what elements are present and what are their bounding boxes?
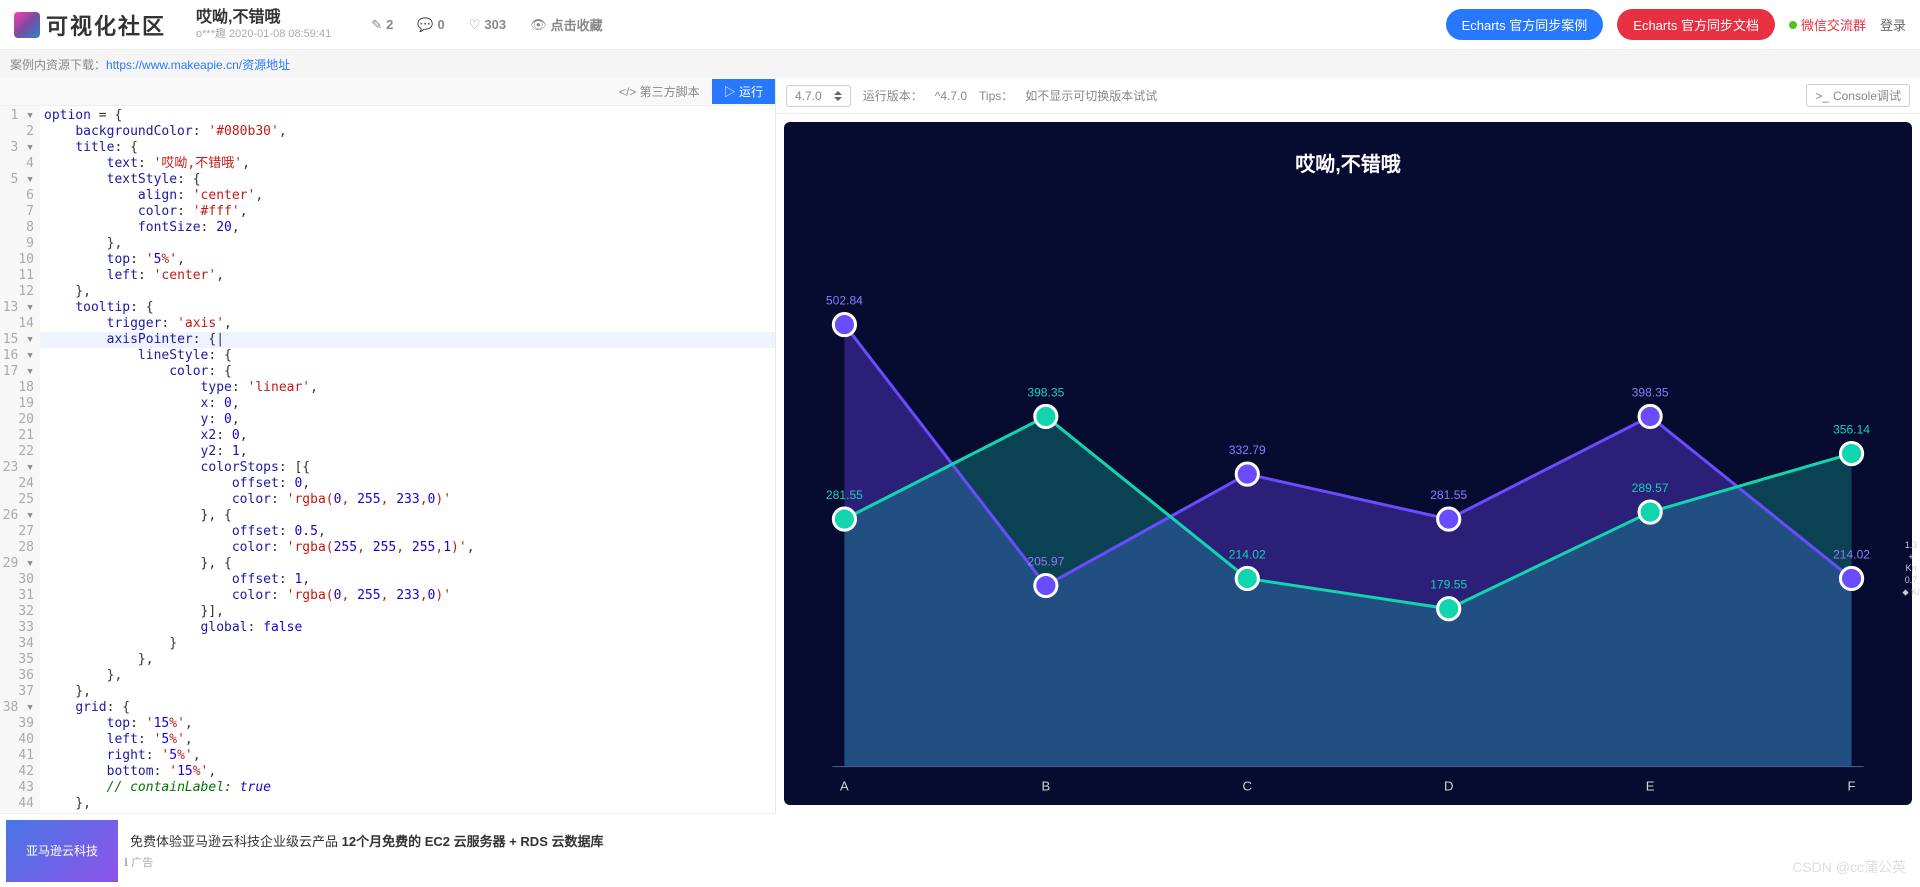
download-label: 案例内资源下载： (10, 56, 106, 73)
svg-text:B: B (1041, 779, 1050, 794)
stats-bar: ✎ 2 💬 0 ♡ 303 👁 点击收藏 (371, 15, 602, 34)
svg-text:502.84: 502.84 (826, 293, 863, 307)
stat-fav[interactable]: 👁 点击收藏 (530, 15, 603, 34)
title-block: 哎呦,不错哦 o***趣 2020-01-08 08:59:41 (196, 8, 331, 40)
svg-text:332.79: 332.79 (1229, 443, 1266, 457)
tips: 如不显示可切换版本试试 (1025, 87, 1157, 104)
editor-toolbar: </> 第三方脚本 ▷ 运行 (0, 78, 775, 106)
svg-text:D: D (1444, 779, 1453, 794)
svg-text:C: C (1243, 779, 1252, 794)
svg-text:214.02: 214.02 (1229, 547, 1266, 561)
right-pane: 4.7.0 运行版本： ^4.7.0 Tips： 如不显示可切换版本试试 >_Con… (776, 78, 1920, 813)
svg-text:281.55: 281.55 (826, 488, 863, 502)
page-meta: o***趣 2020-01-08 08:59:41 (196, 28, 331, 41)
ad-tag: ℹ 广告 (124, 854, 603, 870)
tips-label: Tips： (979, 87, 1013, 104)
run-button[interactable]: ▷ 运行 (712, 79, 775, 104)
svg-text:F: F (1848, 779, 1856, 794)
ad-body: 免费体验亚马逊云科技企业级云产品 12个月免费的 EC2 云服务器 + RDS … (124, 831, 603, 870)
header-right: Echarts 官方同步案例 Echarts 官方同步文档 微信交流群 登录 (1446, 9, 1906, 40)
svg-text:A: A (840, 779, 849, 794)
svg-text:205.97: 205.97 (1027, 554, 1064, 568)
left-pane: </> 第三方脚本 ▷ 运行 1 ▾23 ▾45 ▾678910111213 ▾… (0, 78, 776, 813)
svg-text:281.55: 281.55 (1430, 488, 1467, 502)
console-icon: >_ (1815, 89, 1829, 103)
code-area[interactable]: option = { backgroundColor: '#080b30', t… (40, 106, 775, 813)
chart: 哎呦,不错哦 502.84205.97332.79281.55398.35214… (784, 122, 1912, 805)
docs-button[interactable]: Echarts 官方同步文档 (1617, 9, 1775, 40)
stat-likes[interactable]: ♡ 303 (469, 15, 506, 34)
svg-text:398.35: 398.35 (1632, 385, 1669, 399)
run-ver-label: 运行版本： (863, 87, 923, 104)
svg-text:179.55: 179.55 (1430, 578, 1467, 592)
version-select[interactable]: 4.7.0 (786, 85, 851, 107)
login-link[interactable]: 登录 (1880, 15, 1906, 34)
run-ver: ^4.7.0 (935, 89, 967, 103)
page-title: 哎呦,不错哦 (196, 8, 331, 27)
ad-text: 免费体验亚马逊云科技企业级云产品 12个月免费的 EC2 云服务器 + RDS … (124, 831, 603, 850)
svg-text:E: E (1646, 779, 1655, 794)
ad-image: 亚马逊云科技 (6, 820, 118, 882)
status-dot-icon (1789, 21, 1797, 29)
logo[interactable]: 可视化社区 (14, 9, 166, 41)
ad-banner[interactable]: 亚马逊云科技 免费体验亚马逊云科技企业级云产品 12个月免费的 EC2 云服务器… (0, 813, 776, 887)
wechat-link[interactable]: 微信交流群 (1789, 15, 1866, 34)
download-link[interactable]: https://www.makeapie.cn/资源地址 (106, 56, 290, 73)
code-editor[interactable]: 1 ▾23 ▾45 ▾678910111213 ▾1415 ▾16 ▾17 ▾1… (0, 106, 775, 813)
console-button[interactable]: >_Console调试 (1806, 84, 1910, 107)
subheader: 案例内资源下载： https://www.makeapie.cn/资源地址 (0, 50, 1920, 78)
stat-comments[interactable]: 💬 0 (417, 15, 444, 34)
header: 可视化社区 哎呦,不错哦 o***趣 2020-01-08 08:59:41 ✎… (0, 0, 1920, 50)
side-strip: 1.3+ Kn0.7⬥ K/ (1902, 540, 1920, 598)
chart-svg: 502.84 205.97 332.79 281.55 398.35 214.02 281.… (784, 122, 1912, 805)
main: </> 第三方脚本 ▷ 运行 1 ▾23 ▾45 ▾678910111213 ▾… (0, 78, 1920, 813)
stat-edits[interactable]: ✎ 2 (371, 15, 393, 34)
third-party-button[interactable]: </> 第三方脚本 (607, 83, 712, 100)
logo-text: 可视化社区 (46, 9, 166, 41)
svg-text:289.57: 289.57 (1632, 481, 1669, 495)
svg-text:398.35: 398.35 (1027, 385, 1064, 399)
preview-toolbar: 4.7.0 运行版本： ^4.7.0 Tips： 如不显示可切换版本试试 >_Con… (776, 78, 1920, 114)
gutter: 1 ▾23 ▾45 ▾678910111213 ▾1415 ▾16 ▾17 ▾1… (0, 106, 40, 813)
svg-text:356.14: 356.14 (1833, 422, 1870, 436)
watermark: CSDN @cc蒲公英 (1792, 857, 1906, 877)
svg-text:214.02: 214.02 (1833, 547, 1870, 561)
examples-button[interactable]: Echarts 官方同步案例 (1446, 9, 1604, 40)
logo-icon (14, 12, 40, 38)
